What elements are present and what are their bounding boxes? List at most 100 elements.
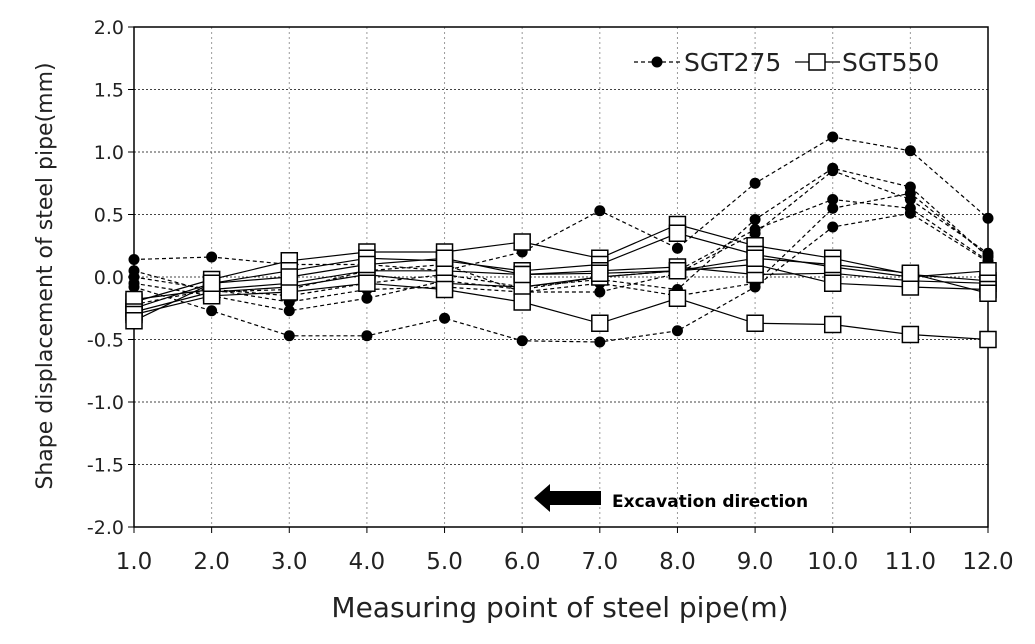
data-point-circle bbox=[283, 330, 295, 342]
y-tick-label: -1.0 bbox=[87, 392, 124, 414]
x-tick-label: 9.0 bbox=[737, 549, 774, 575]
data-point-square bbox=[901, 325, 920, 344]
data-point-circle bbox=[749, 214, 761, 225]
data-point-square bbox=[823, 255, 842, 274]
y-tick-label: 1.0 bbox=[94, 142, 124, 164]
excavation-arrow-icon bbox=[534, 484, 601, 512]
series-line bbox=[133, 232, 989, 309]
legend-sgt275-marker bbox=[651, 56, 663, 68]
data-point-square bbox=[125, 312, 143, 330]
data-point-circle bbox=[516, 335, 528, 347]
data-point-square bbox=[513, 293, 531, 311]
series-sgt275-4 bbox=[128, 207, 994, 348]
data-point-circle bbox=[439, 312, 451, 324]
series-sgt550-10 bbox=[125, 274, 997, 349]
data-point-square bbox=[513, 233, 531, 251]
data-point-square bbox=[280, 283, 299, 301]
x-tick-label: 8.0 bbox=[659, 549, 696, 575]
data-point-square bbox=[823, 274, 842, 292]
data-point-circle bbox=[361, 330, 373, 342]
data-point-square bbox=[280, 268, 299, 286]
series-layer bbox=[125, 131, 997, 349]
excavation-direction-label: Excavation direction bbox=[612, 492, 808, 512]
grid bbox=[134, 27, 988, 527]
data-point-square bbox=[358, 255, 376, 274]
data-point-circle bbox=[827, 202, 839, 214]
data-point-square bbox=[668, 262, 687, 280]
y-tick-label: -2.0 bbox=[87, 517, 124, 539]
data-point-square bbox=[823, 315, 842, 334]
data-point-square bbox=[746, 314, 764, 332]
data-point-square bbox=[358, 274, 376, 292]
legend-sgt275-label: SGT275 bbox=[684, 48, 781, 77]
series-line bbox=[133, 167, 989, 297]
y-tick-label: 0.5 bbox=[94, 205, 124, 227]
x-tick-label: 3.0 bbox=[271, 549, 308, 575]
data-point-square bbox=[746, 249, 764, 267]
data-point-circle bbox=[128, 254, 140, 265]
data-point-circle bbox=[749, 177, 761, 189]
series-sgt550-7 bbox=[125, 224, 997, 317]
data-point-circle bbox=[283, 305, 295, 317]
x-tick-label: 7.0 bbox=[582, 549, 619, 575]
series-line bbox=[133, 282, 989, 341]
excavation-annotation: Excavation direction bbox=[534, 484, 808, 512]
data-point-square bbox=[979, 284, 997, 302]
data-point-square bbox=[668, 224, 687, 242]
series-line bbox=[133, 192, 989, 306]
series-sgt275-0 bbox=[128, 131, 994, 277]
series-sgt550-11 bbox=[125, 249, 997, 330]
series-line bbox=[133, 170, 989, 293]
x-tick-label: 1.0 bbox=[116, 549, 153, 575]
data-point-square bbox=[435, 280, 454, 299]
data-point-square bbox=[513, 265, 531, 284]
data-point-circle bbox=[671, 325, 683, 337]
data-point-circle bbox=[206, 251, 218, 263]
legend: SGT275 SGT550 bbox=[634, 48, 939, 77]
data-point-circle bbox=[982, 250, 994, 262]
data-point-circle bbox=[904, 207, 916, 219]
x-axis-label: Measuring point of steel pipe(m) bbox=[331, 591, 788, 624]
data-point-square bbox=[435, 249, 454, 267]
data-point-square bbox=[591, 314, 609, 332]
y-tick-label: 2.0 bbox=[94, 17, 124, 39]
x-axis-ticks: 1.0 2.0 3.0 4.0 5.0 6.0 7.0 8.0 9.0 10.0 11.0 12.0 bbox=[116, 527, 1014, 575]
x-tick-label: 6.0 bbox=[504, 549, 541, 575]
data-point-square bbox=[901, 264, 920, 282]
data-point-circle bbox=[827, 221, 839, 233]
data-point-square bbox=[591, 264, 609, 282]
data-point-circle bbox=[749, 224, 761, 235]
data-point-circle bbox=[594, 286, 606, 298]
data-point-circle bbox=[827, 162, 839, 174]
data-point-circle bbox=[128, 281, 140, 293]
series-line bbox=[133, 263, 989, 313]
series-line bbox=[133, 257, 989, 322]
data-point-circle bbox=[827, 194, 839, 205]
y-tick-label: -0.5 bbox=[87, 330, 124, 352]
data-point-circle bbox=[361, 292, 373, 304]
series-line bbox=[133, 212, 989, 343]
y-tick-label: 1.5 bbox=[94, 80, 124, 102]
series-line bbox=[133, 223, 989, 303]
x-tick-label: 11.0 bbox=[885, 549, 936, 575]
y-axis-label: Shape displacement of steel pipe(mm) bbox=[33, 62, 58, 489]
data-point-circle bbox=[671, 242, 683, 254]
x-tick-label: 2.0 bbox=[193, 549, 230, 575]
legend-sgt550-label: SGT550 bbox=[842, 48, 939, 77]
x-tick-label: 12.0 bbox=[962, 549, 1013, 575]
data-point-square bbox=[668, 289, 687, 307]
data-point-circle bbox=[827, 131, 839, 143]
y-tick-label: 0.0 bbox=[94, 267, 124, 289]
x-tick-label: 4.0 bbox=[349, 549, 386, 575]
data-point-circle bbox=[982, 212, 994, 224]
data-point-square bbox=[979, 330, 997, 349]
data-point-circle bbox=[904, 187, 916, 199]
y-tick-label: -1.5 bbox=[87, 455, 124, 477]
x-tick-label: 10.0 bbox=[807, 549, 858, 575]
data-point-circle bbox=[594, 336, 606, 348]
series-line bbox=[133, 266, 989, 301]
data-point-circle bbox=[206, 305, 218, 317]
data-point-square bbox=[202, 274, 221, 292]
y-axis-ticks: -2.0 -1.5 -1.0 -0.5 0.0 0.5 1.0 1.5 2.0 bbox=[87, 17, 134, 539]
